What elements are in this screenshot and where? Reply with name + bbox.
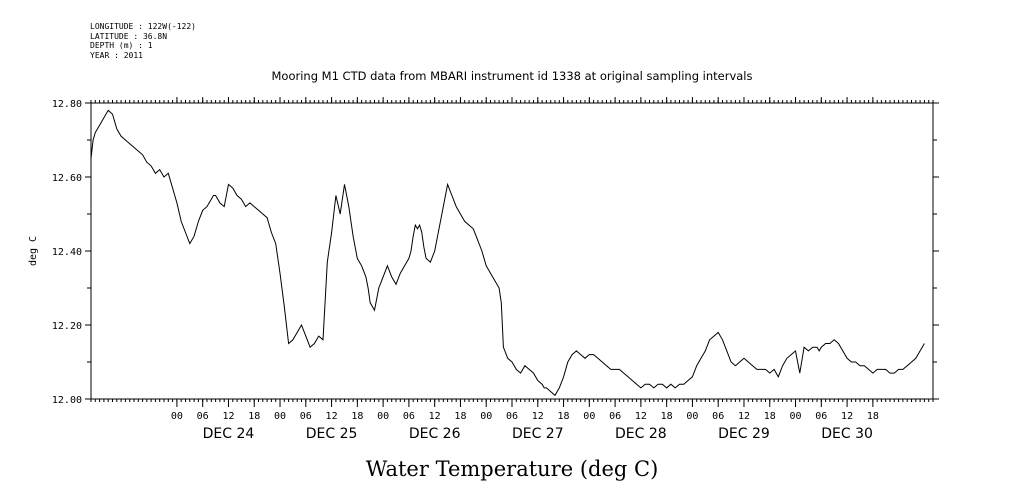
- x-hour-tick-label: 12: [635, 411, 647, 422]
- x-hour-tick-label: 06: [197, 411, 209, 422]
- x-hour-tick-label: 12: [738, 411, 750, 422]
- x-hour-tick-label: 00: [377, 411, 389, 422]
- x-day-label: DEC 27: [512, 426, 564, 442]
- x-hour-tick-label: 00: [583, 411, 595, 422]
- minor-tick-marks: [90, 100, 934, 402]
- y-tick-label: 12.40: [52, 247, 82, 258]
- x-hour-tick-label: 18: [558, 411, 570, 422]
- x-hour-tick-label: 12: [222, 411, 234, 422]
- y-tick-label: 12.00: [52, 395, 82, 406]
- chart-title: Mooring M1 CTD data from MBARI instrumen…: [272, 69, 753, 83]
- x-hour-tick-label: 18: [661, 411, 673, 422]
- depth-text: DEPTH (m) : 1: [90, 41, 153, 50]
- hour-minor-ticks: [90, 100, 934, 402]
- x-axis-title: Water Temperature (deg C): [366, 457, 659, 481]
- y-tick-label: 12.20: [52, 321, 82, 332]
- x-hour-tick-label: 18: [454, 411, 466, 422]
- x-day-label: DEC 30: [821, 426, 873, 442]
- x-day-label: DEC 28: [615, 426, 667, 442]
- x-hour-tick-label: 00: [480, 411, 492, 422]
- series-line-water-temperature: [90, 109, 925, 397]
- x-hour-tick-label: 12: [326, 411, 338, 422]
- x-hour-tick-label: 06: [506, 411, 518, 422]
- x-day-label: DEC 26: [409, 426, 461, 442]
- latitude-text: LATITUDE : 36.8N: [90, 31, 168, 41]
- x-hour-tick-label: 00: [171, 411, 183, 422]
- y-axis-title: deg C: [28, 236, 39, 266]
- x-day-label: DEC 25: [306, 426, 358, 442]
- x-hour-tick-label: 06: [609, 411, 621, 422]
- y-axis: 12.00 12.20 12.40 12.60 12.80: [52, 99, 939, 406]
- y-tick-label: 12.60: [52, 173, 82, 184]
- x-hour-tick-label: 06: [300, 411, 312, 422]
- year-text: YEAR : 2011: [90, 50, 143, 60]
- x-hour-tick-label: 06: [815, 411, 827, 422]
- x-hour-tick-label: 06: [712, 411, 724, 422]
- x-hour-tick-label: 18: [764, 411, 776, 422]
- x-day-label: DEC 24: [203, 426, 255, 442]
- x-axis: 00 06 12 18 00 06 12 18 00 06 12 18 00 06 12 18 00 06 12 18…: [171, 97, 879, 442]
- x-hour-tick-label: 00: [790, 411, 802, 422]
- x-hour-tick-label: 00: [686, 411, 698, 422]
- x-hour-tick-label: 18: [867, 411, 879, 422]
- longitude-text: LONGITUDE : 122W(-122): [90, 22, 196, 31]
- metadata-block: LONGITUDE : 122W(-122) LATITUDE : 36.8N …: [90, 22, 196, 60]
- x-hour-tick-label: 06: [403, 411, 415, 422]
- x-hour-tick-label: 12: [532, 411, 544, 422]
- plot-frame: [90, 102, 934, 400]
- x-day-label: DEC 29: [718, 426, 770, 442]
- x-hour-tick-label: 00: [274, 411, 286, 422]
- y-tick-label: 12.80: [52, 99, 82, 110]
- x-hour-tick-label: 12: [429, 411, 441, 422]
- x-hour-tick-label: 18: [248, 411, 260, 422]
- x-hour-tick-label: 12: [841, 411, 853, 422]
- x-hour-tick-label: 18: [351, 411, 363, 422]
